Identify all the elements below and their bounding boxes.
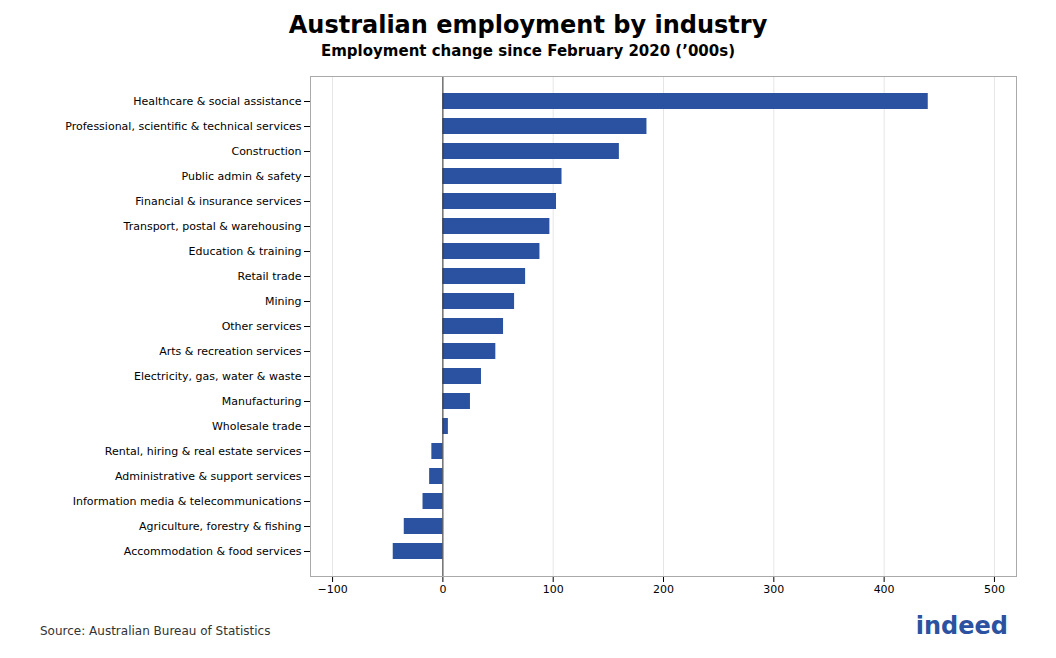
svg-text:500: 500: [984, 583, 1005, 596]
svg-text:−100: −100: [317, 583, 347, 596]
svg-text:Construction: Construction: [231, 145, 301, 158]
svg-text:Healthcare & social assistance: Healthcare & social assistance: [133, 95, 301, 108]
svg-text:Other services: Other services: [222, 320, 302, 333]
svg-text:Education & training: Education & training: [189, 245, 302, 258]
svg-text:Wholesale trade: Wholesale trade: [212, 420, 302, 433]
svg-text:Administrative & support servi: Administrative & support services: [115, 470, 302, 483]
svg-text:Rental, hiring & real estate s: Rental, hiring & real estate services: [105, 445, 302, 458]
svg-text:200: 200: [653, 583, 674, 596]
svg-text:Mining: Mining: [265, 295, 302, 308]
svg-text:Arts & recreation services: Arts & recreation services: [159, 345, 302, 358]
svg-text:100: 100: [543, 583, 564, 596]
svg-text:300: 300: [763, 583, 784, 596]
svg-text:Transport, postal & warehousin: Transport, postal & warehousing: [123, 220, 302, 233]
svg-text:400: 400: [874, 583, 895, 596]
html-text:indeed: indeed: [915, 612, 1008, 640]
html-text:Source: Australian Bureau of S: Source: Australian Bureau of Statistics: [40, 624, 271, 638]
html-text:Australian employment by indus: Australian employment by industry: [288, 11, 768, 39]
svg-text:Financial & insurance services: Financial & insurance services: [135, 195, 301, 208]
svg-text:Electricity, gas, water & wast: Electricity, gas, water & waste: [134, 370, 302, 383]
svg-text:Public admin & safety: Public admin & safety: [181, 170, 302, 183]
html-text:Employment change since Februa: Employment change since February 2020 (’…: [321, 42, 735, 60]
svg-text:Agriculture, forestry & fishin: Agriculture, forestry & fishing: [139, 520, 301, 533]
svg-text:Retail trade: Retail trade: [238, 270, 302, 283]
svg-text:0: 0: [439, 583, 446, 596]
svg-text:Manufacturing: Manufacturing: [222, 395, 302, 408]
svg-text:Information media & telecommun: Information media & telecommunications: [73, 495, 302, 508]
svg-text:Accommodation & food services: Accommodation & food services: [124, 545, 302, 558]
svg-text:Professional, scientific & tec: Professional, scientific & technical ser…: [65, 120, 301, 133]
